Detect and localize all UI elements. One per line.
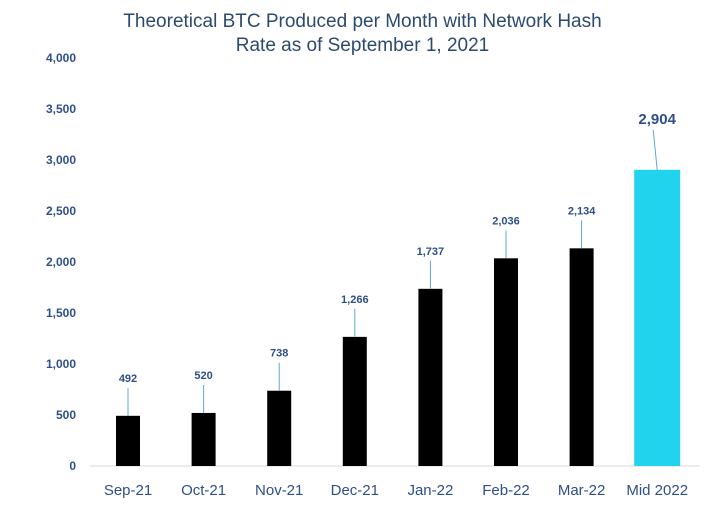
bar xyxy=(267,390,292,466)
chart-title-line-1: Theoretical BTC Produced per Month with … xyxy=(123,11,602,32)
y-tick-label: 4,000 xyxy=(46,51,76,65)
bar xyxy=(494,258,518,466)
data-label: 1,266 xyxy=(341,294,369,306)
y-tick-label: 3,500 xyxy=(46,102,76,116)
y-tick-label: 2,000 xyxy=(46,255,76,269)
data-label: 520 xyxy=(194,370,212,382)
bar xyxy=(342,336,367,466)
x-tick-label: Sep-21 xyxy=(104,482,152,499)
data-label: 738 xyxy=(270,348,288,360)
x-tick-label: Feb-22 xyxy=(482,482,530,499)
data-label: 492 xyxy=(119,373,137,385)
chart-title-line-2: Rate as of September 1, 2021 xyxy=(235,35,490,56)
data-label: 2,904 xyxy=(638,111,676,128)
bar xyxy=(569,248,594,466)
x-tick-label: Jan-22 xyxy=(407,482,453,499)
data-label: 2,036 xyxy=(492,215,520,227)
data-label: 1,737 xyxy=(417,246,445,258)
bar xyxy=(634,169,681,467)
y-tick-label: 1,000 xyxy=(46,357,76,371)
x-tick-label: Oct-21 xyxy=(181,482,226,499)
y-tick-label: 0 xyxy=(69,459,76,473)
y-tick-label: 500 xyxy=(56,408,76,422)
bar xyxy=(116,415,140,466)
data-label: 2,134 xyxy=(568,205,596,217)
y-tick-label: 3,000 xyxy=(46,153,76,167)
x-tick-label: Mar-22 xyxy=(558,482,606,499)
chart-title: Theoretical BTC Produced per Month with … xyxy=(0,10,725,58)
x-tick-label: Nov-21 xyxy=(255,482,303,499)
y-tick-label: 1,500 xyxy=(46,306,76,320)
bar xyxy=(418,288,443,466)
x-tick-label: Mid 2022 xyxy=(626,482,688,499)
data-label-leader xyxy=(652,129,658,170)
x-tick-label: Dec-21 xyxy=(331,482,379,499)
y-tick-label: 2,500 xyxy=(46,204,76,218)
bar xyxy=(191,412,216,466)
